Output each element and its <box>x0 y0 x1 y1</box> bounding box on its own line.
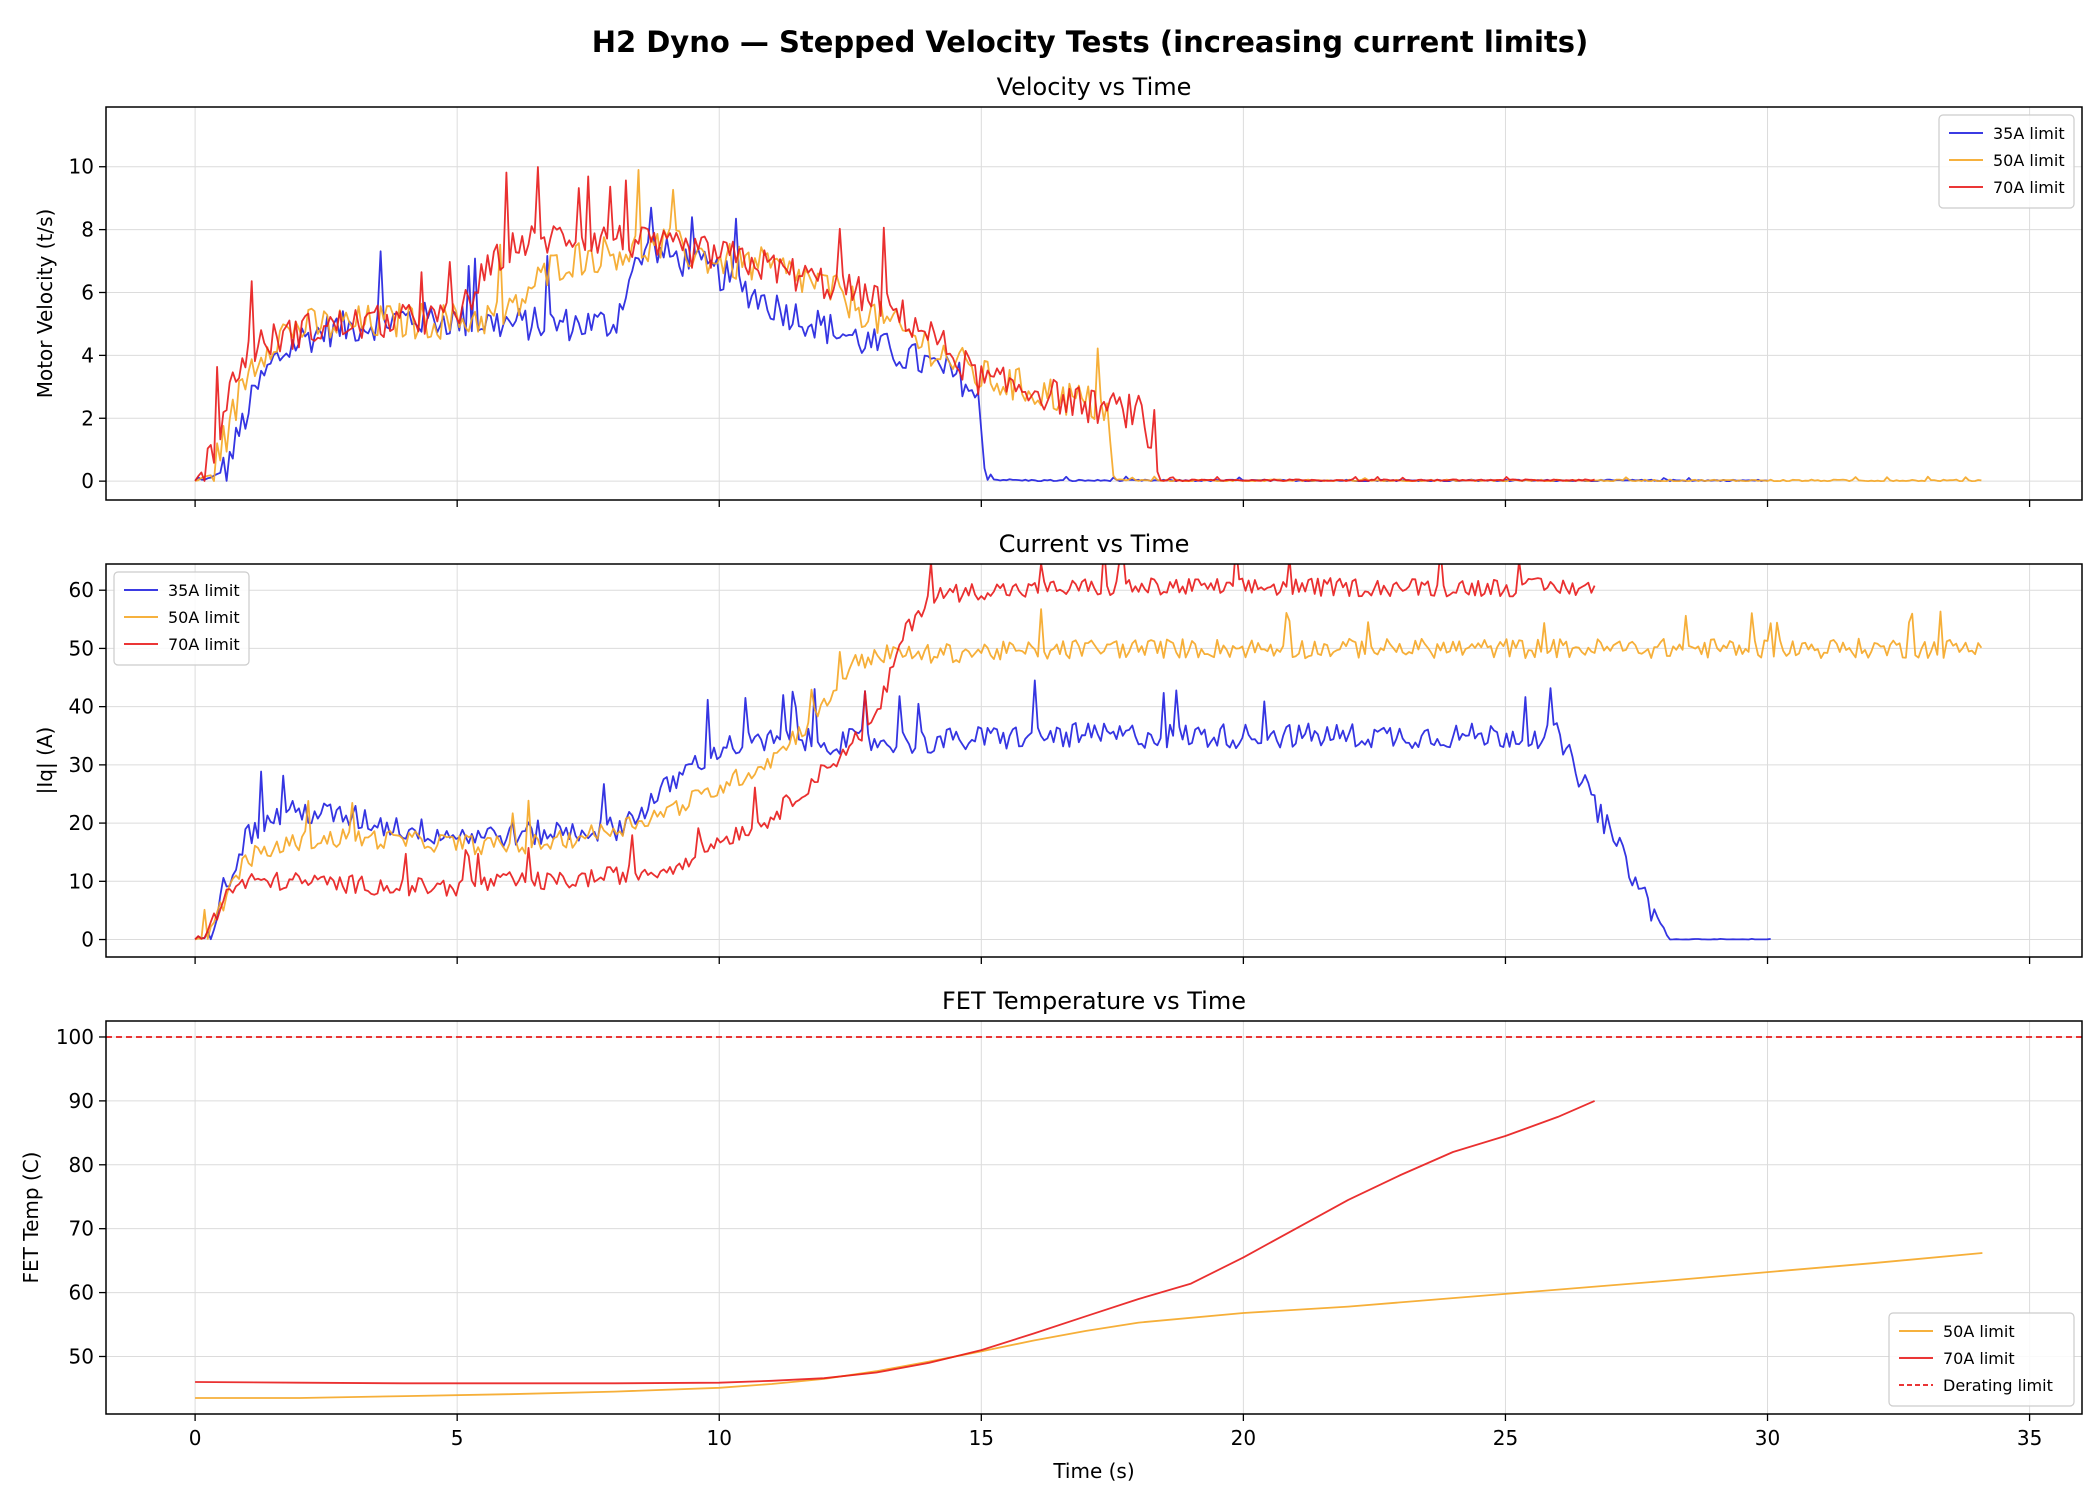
legend-box <box>1938 114 2075 209</box>
series-line-35a-limit <box>194 679 1771 941</box>
legend-box <box>1888 1312 2075 1407</box>
legend-label: 35A limit <box>1993 124 2065 143</box>
legend-label: 50A limit <box>168 608 240 627</box>
series-line-50a-limit <box>195 1252 1983 1399</box>
x-tick-label: 30 <box>1755 1426 1780 1450</box>
figure-title: H2 Dyno — Stepped Velocity Tests (increa… <box>592 25 1589 59</box>
y-tick-label: 30 <box>69 753 94 777</box>
chart-panels: Velocity vs Time 0 2 4 6 8 10 Motor Velocity (t… <box>19 73 2083 1483</box>
y-tick-label: 100 <box>56 1025 94 1049</box>
legend: 35A limit 50A limit 70A limit <box>1938 114 2075 209</box>
y-tick-label: 60 <box>69 578 94 602</box>
legend-label: 70A limit <box>1943 1349 2015 1368</box>
y-tick-label: 10 <box>69 155 94 179</box>
x-tick-label: 5 <box>451 1426 464 1450</box>
y-tick-label: 70 <box>69 1217 94 1241</box>
x-tick-label: 10 <box>707 1426 732 1450</box>
y-tick-label: 40 <box>69 695 94 719</box>
series-line-50a-limit <box>194 608 1983 941</box>
y-tick-label: 4 <box>81 343 94 367</box>
legend-box <box>113 571 250 666</box>
y-tick-label: 50 <box>69 636 94 660</box>
legend: 50A limit 70A limit Derating limit <box>1888 1312 2075 1407</box>
series-line-50a-limit <box>194 169 1982 482</box>
y-tick-label: 90 <box>69 1089 94 1113</box>
y-axis-label: FET Temp (C) <box>19 1152 43 1284</box>
grid <box>106 564 2082 957</box>
y-tick-label: 6 <box>81 280 94 304</box>
x-tick-label: 20 <box>1231 1426 1256 1450</box>
x-tick-label: 15 <box>969 1426 994 1450</box>
series-line-70a-limit <box>194 564 1596 941</box>
chart-title: Current vs Time <box>999 530 1190 558</box>
series-line-70a-limit <box>195 1100 1595 1385</box>
y-tick-label: 50 <box>69 1344 94 1368</box>
grid <box>106 1021 2082 1414</box>
x-tick-label: 35 <box>2017 1426 2042 1450</box>
y-tick-label: 60 <box>69 1281 94 1305</box>
legend-label: 70A limit <box>1993 178 2065 197</box>
legend-label: 70A limit <box>168 635 240 654</box>
grid <box>106 107 2082 500</box>
x-axis-label: Time (s) <box>1052 1459 1134 1483</box>
y-tick-label: 0 <box>81 469 94 493</box>
chart-panel-1: Velocity vs Time 0 2 4 6 8 10 Motor Velocity (t… <box>33 73 2083 507</box>
chart-title: FET Temperature vs Time <box>942 987 1246 1015</box>
legend-label: 50A limit <box>1943 1322 2015 1341</box>
legend-label: 50A limit <box>1993 151 2065 170</box>
y-tick-label: 0 <box>81 928 94 952</box>
legend-label: Derating limit <box>1943 1376 2053 1395</box>
x-tick-label: 25 <box>1493 1426 1518 1450</box>
y-tick-label: 10 <box>69 869 94 893</box>
legend-label: 35A limit <box>168 581 240 600</box>
y-tick-label: 2 <box>81 406 94 430</box>
y-axis-label: |Iq| (A) <box>33 727 57 795</box>
axes-frame <box>105 1020 2083 1415</box>
series-line-70a-limit <box>194 166 1595 482</box>
chart-panel-2: Current vs Time 0 10 20 30 40 50 60 |Iq| (A) 35A … <box>33 530 2083 964</box>
chart-title: Velocity vs Time <box>997 73 1192 101</box>
y-axis-label: Motor Velocity (t/s) <box>33 209 57 399</box>
legend: 35A limit 50A limit 70A limit <box>113 571 250 666</box>
x-tick-label: 0 <box>189 1426 202 1450</box>
y-tick-label: 80 <box>69 1153 94 1177</box>
axes-frame <box>105 106 2083 501</box>
axes-frame <box>105 563 2083 958</box>
y-tick-label: 8 <box>81 218 94 242</box>
y-tick-label: 20 <box>69 811 94 835</box>
chart-panel-3: FET Temperature vs Time 0 5 10 15 20 25 30 35 50 6… <box>19 987 2083 1483</box>
